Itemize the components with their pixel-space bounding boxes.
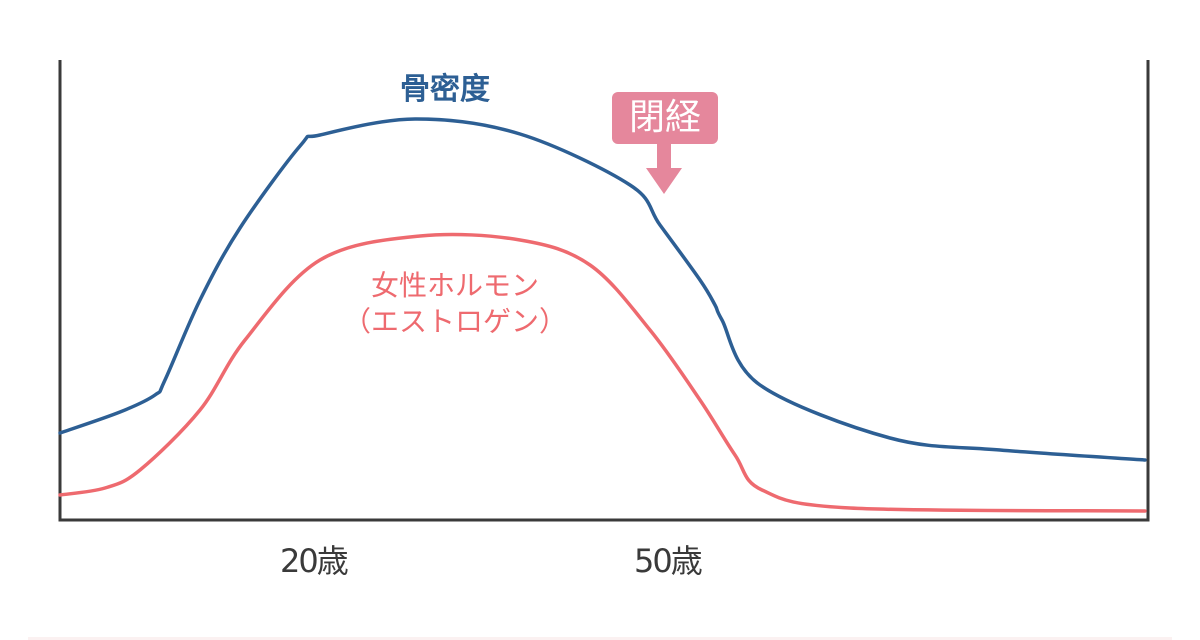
female-hormone-curve — [58, 232, 1147, 513]
menopause-badge: 閉経 — [612, 92, 718, 144]
x-tick-50: 50歳 — [634, 542, 703, 580]
axes-frame — [58, 60, 1150, 522]
female-hormone-label-line1: 女性ホルモン — [370, 269, 539, 302]
menopause-arrow-icon — [646, 144, 682, 194]
x-tick-20: 20歳 — [280, 542, 349, 580]
female-hormone-label-line2: （エストロゲン） — [342, 305, 567, 338]
bone-density-curve — [58, 117, 1147, 462]
bottom-divider — [28, 637, 1172, 640]
bone-density-label: 骨密度 — [400, 72, 490, 107]
female-hormone-label: 女性ホルモン （エストロゲン） — [330, 268, 580, 340]
